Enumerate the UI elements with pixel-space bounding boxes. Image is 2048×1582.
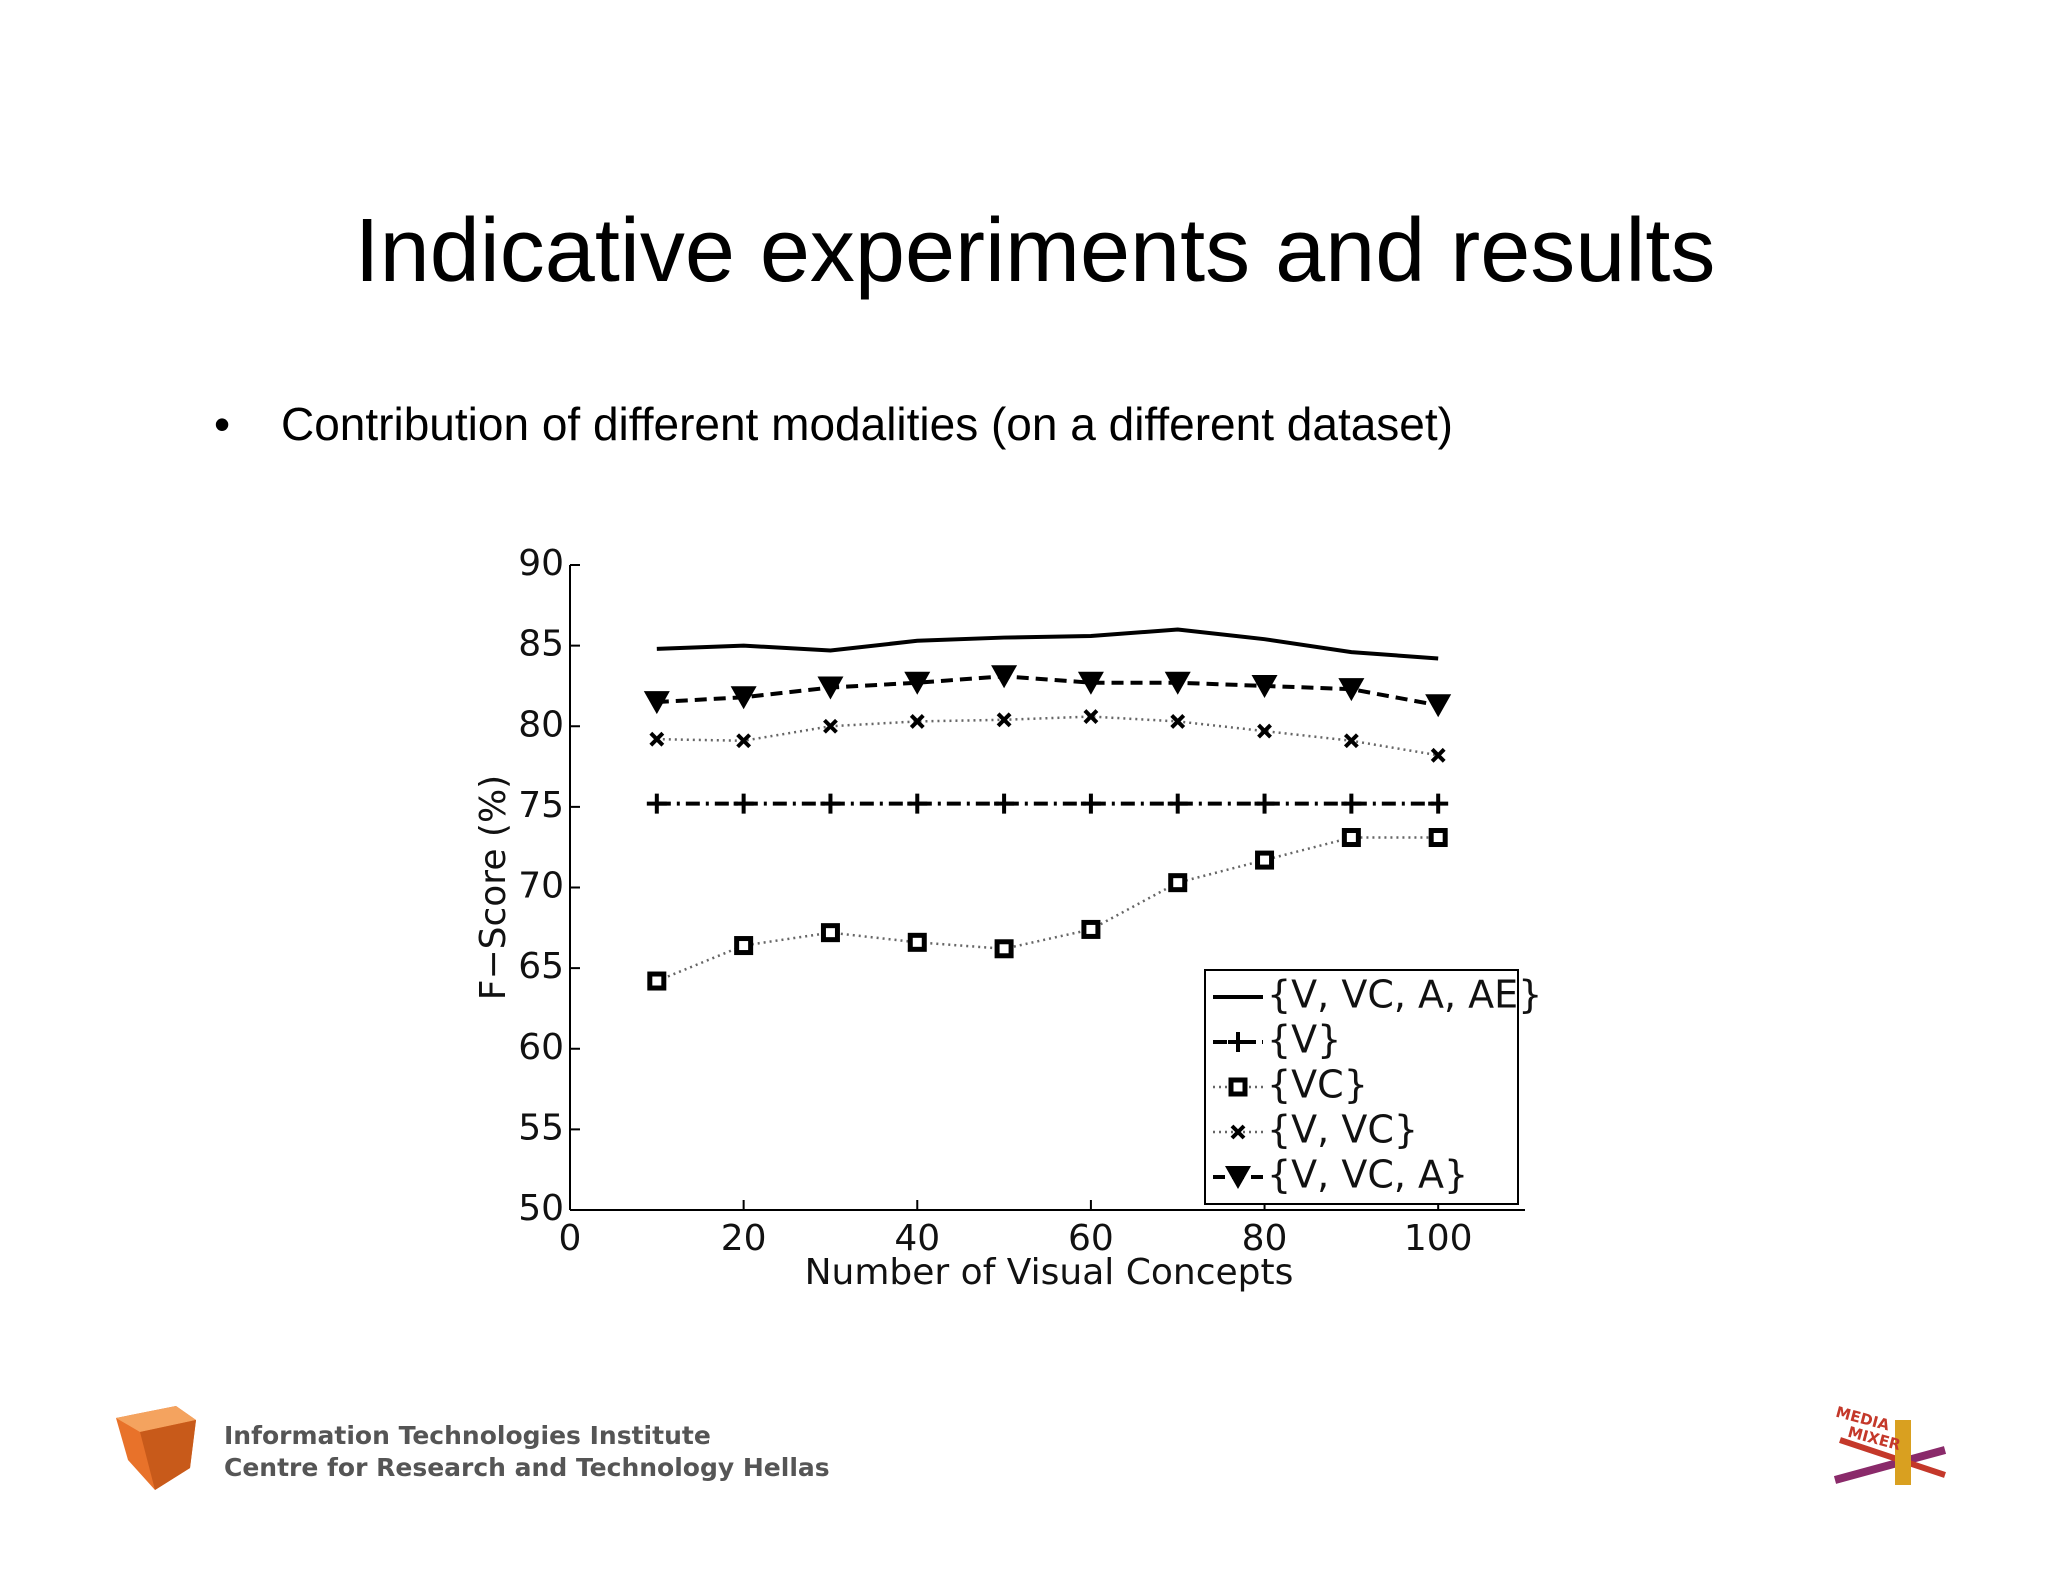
marker-plus	[907, 793, 928, 814]
footer-line: Centre for Research and Technology Hella…	[224, 1453, 830, 1482]
x-tick-label: 0	[559, 1218, 582, 1259]
y-tick-label: 70	[518, 866, 564, 907]
marker-square	[734, 936, 754, 956]
marker-square	[1081, 919, 1101, 939]
legend-label: {VC}	[1267, 1063, 1368, 1107]
marker-triangle	[1164, 671, 1191, 695]
marker-x	[1343, 733, 1359, 749]
x-tick-label: 40	[894, 1218, 940, 1259]
y-tick-label: 80	[518, 704, 564, 745]
marker-triangle	[991, 665, 1018, 689]
marker-square	[1341, 828, 1361, 848]
marker-square	[1228, 1077, 1248, 1097]
y-tick-label: 90	[518, 543, 564, 584]
series-line	[656, 674, 1439, 708]
legend-label: {V, VC, A}	[1267, 1153, 1468, 1197]
marker-x	[1430, 747, 1446, 763]
marker-plus	[994, 793, 1015, 814]
marker-x	[1170, 713, 1186, 729]
marker-triangle	[904, 671, 931, 695]
marker-plus	[1341, 793, 1362, 814]
marker-square	[907, 932, 927, 952]
marker-triangle	[643, 691, 670, 715]
series-line	[656, 715, 1439, 757]
bullet-text: Contribution of different modalities (on…	[281, 398, 1453, 450]
legend-box	[1204, 969, 1519, 1205]
marker-x	[909, 713, 925, 729]
marker-plus	[1254, 793, 1275, 814]
y-axis-label: F−Score (%)	[473, 775, 514, 1000]
marker-triangle	[730, 686, 757, 710]
chart: 50 55 60 65 70 75 80 85 90 0 20 40 60 80 100 Number of …	[473, 543, 1542, 1293]
series-line	[656, 836, 1439, 983]
slide-title: Indicative experiments and results	[355, 201, 1716, 301]
marker-x	[1230, 1124, 1246, 1140]
y-tick-label: 55	[518, 1107, 564, 1148]
media-mixer-logo: MEDIA MIXER	[1834, 1403, 1947, 1485]
marker-plus	[646, 793, 667, 814]
y-tick-label: 50	[518, 1188, 564, 1229]
marker-square	[1428, 828, 1448, 848]
legend-label: {V, VC}	[1267, 1108, 1418, 1152]
x-tick-label: 100	[1404, 1218, 1473, 1259]
series-line	[656, 627, 1439, 661]
marker-x	[1257, 723, 1272, 739]
x-axis-label: Number of Visual Concepts	[805, 1252, 1294, 1293]
marker-triangle	[1251, 674, 1278, 698]
bullet-marker: •	[214, 398, 230, 450]
y-tick-label: 65	[518, 946, 564, 987]
marker-x	[1083, 709, 1099, 724]
marker-x	[649, 731, 665, 747]
y-tick-label: 60	[518, 1027, 564, 1068]
marker-triangle	[1077, 671, 1104, 695]
x-tick-label: 20	[721, 1218, 767, 1259]
marker-x	[823, 718, 838, 734]
marker-x	[996, 712, 1012, 728]
footer-line: Information Technologies Institute	[224, 1421, 711, 1450]
marker-plus	[1167, 793, 1188, 814]
marker-triangle	[1338, 678, 1365, 702]
marker-triangle	[1425, 694, 1452, 718]
marker-square	[1255, 850, 1275, 870]
marker-square	[994, 939, 1014, 959]
marker-x	[736, 733, 752, 749]
legend-label: {V, VC, A, AE}	[1267, 973, 1542, 1017]
itl-logo	[116, 1406, 196, 1490]
marker-plus	[820, 793, 841, 814]
marker-plus	[1428, 793, 1449, 814]
marker-plus	[1080, 793, 1101, 814]
legend: {V, VC, A, AE}{V}{VC}{V, VC}{V, VC, A}	[1204, 969, 1542, 1205]
marker-plus	[733, 793, 754, 814]
marker-triangle	[817, 676, 844, 700]
marker-triangle	[1225, 1166, 1251, 1189]
y-tick-label: 85	[518, 624, 564, 665]
x-tick-label: 60	[1068, 1218, 1114, 1259]
marker-square	[1168, 873, 1188, 893]
legend-label: {V}	[1267, 1018, 1341, 1062]
x-tick-label: 80	[1242, 1218, 1288, 1259]
marker-square	[647, 971, 667, 991]
marker-square	[820, 923, 840, 943]
marker-plus	[1228, 1032, 1248, 1052]
y-tick-label: 75	[518, 785, 564, 826]
